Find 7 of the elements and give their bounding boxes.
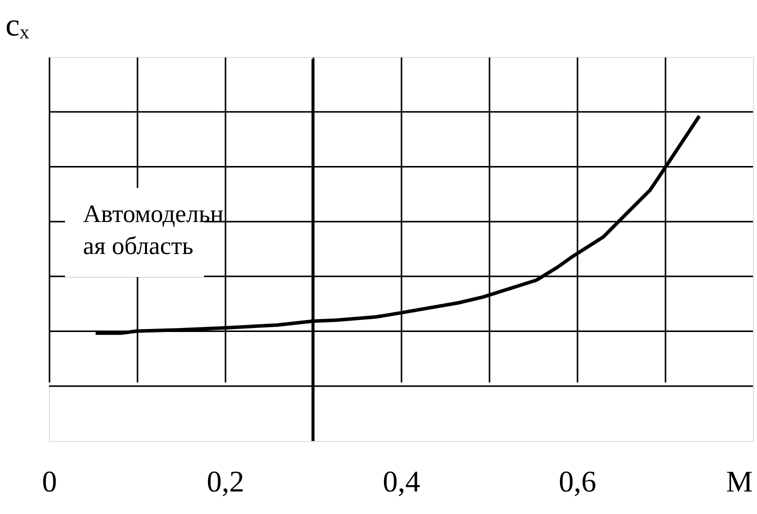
annotation: Автомодельн ая область [83,201,224,260]
x-axis-title: M [726,466,753,498]
x-tick-label: 0 [42,466,57,498]
x-tick-label: 0,4 [382,466,420,498]
x-tick-label: 0,2 [206,466,244,498]
y-axis-title: cₓ [6,6,30,42]
x-tick-label: 0,6 [558,466,596,498]
